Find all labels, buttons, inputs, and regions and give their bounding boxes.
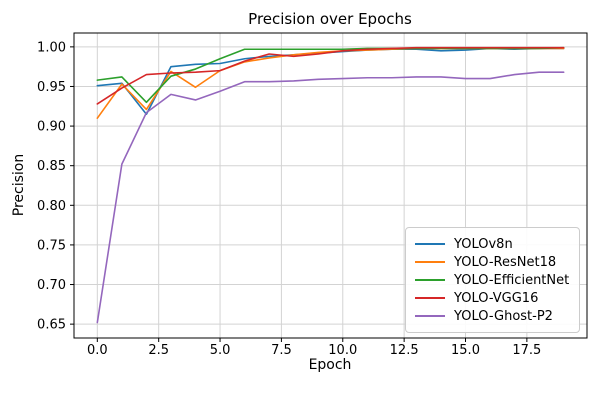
series-line-yolo-ghost-p2	[96, 71, 565, 324]
y-tick-label: 0.65	[37, 318, 66, 333]
series-line-yolov8n	[96, 47, 565, 116]
legend-line-swatch	[415, 315, 445, 317]
x-tick-label: 15.0	[451, 343, 480, 358]
x-tick-label: 7.5	[271, 343, 292, 358]
x-tick-label: 0.0	[87, 343, 108, 358]
legend-item: YOLO-Ghost-P2	[415, 307, 570, 325]
x-tick-label: 17.5	[512, 343, 541, 358]
y-axis-label: Precision	[11, 153, 27, 217]
legend-line-swatch	[415, 243, 445, 245]
legend-item: YOLO-ResNet18	[415, 253, 570, 271]
series-line-yolo-vgg16	[96, 46, 565, 105]
legend-line-swatch	[415, 279, 445, 281]
legend: YOLOv8n YOLO-ResNet18 YOLO-EfficientNet …	[405, 227, 580, 333]
y-tick-label: 0.75	[37, 238, 66, 253]
legend-item: YOLO-VGG16	[415, 289, 570, 307]
x-axis-label: Epoch	[308, 357, 352, 373]
x-tick-label: 5.0	[210, 343, 231, 358]
y-tick-label: 1.00	[37, 40, 66, 55]
legend-label: YOLOv8n	[454, 236, 513, 252]
legend-item: YOLO-EfficientNet	[415, 271, 570, 289]
legend-label: YOLO-ResNet18	[454, 254, 557, 270]
legend-label: YOLO-Ghost-P2	[454, 308, 553, 324]
x-tick-label: 12.5	[390, 343, 419, 358]
series-line-yolo-resnet18	[96, 47, 565, 119]
legend-line-swatch	[415, 297, 445, 299]
y-tick-label: 0.70	[37, 278, 66, 293]
y-tick-label: 0.85	[37, 159, 66, 174]
legend-item: YOLOv8n	[415, 235, 570, 253]
legend-line-swatch	[415, 261, 445, 263]
y-tick-label: 0.95	[37, 80, 66, 95]
chart-title: Precision over Epochs	[248, 10, 412, 28]
x-tick-label: 10.0	[328, 343, 357, 358]
legend-label: YOLO-VGG16	[454, 290, 539, 306]
axes-spines	[73, 32, 588, 339]
y-tick-label: 0.80	[37, 199, 66, 214]
y-tick-label: 0.90	[37, 120, 66, 135]
x-tick-label: 2.5	[148, 343, 169, 358]
legend-label: YOLO-EfficientNet	[454, 272, 570, 288]
